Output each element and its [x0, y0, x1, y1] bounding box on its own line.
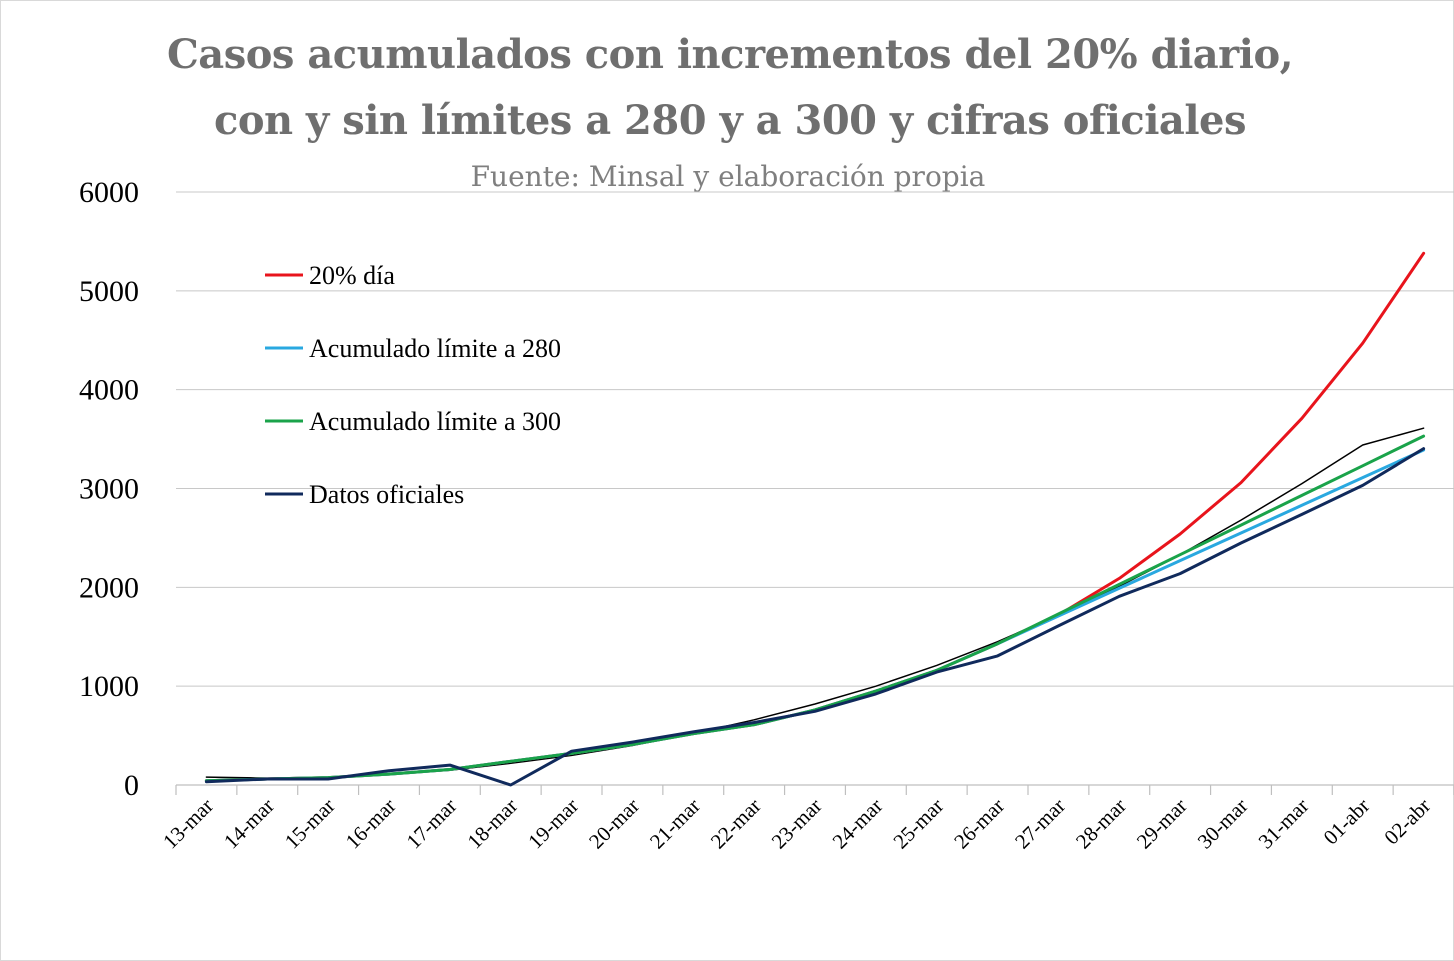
- series-line-datos-oficiales: [204, 447, 1426, 787]
- y-tick-label: 2000: [79, 571, 139, 604]
- x-tick-label: 21-mar: [645, 794, 705, 854]
- x-tick-label: 16-mar: [341, 794, 401, 854]
- legend-label: Acumulado límite a 280: [309, 334, 561, 363]
- x-tick-label: 30-mar: [1193, 794, 1253, 854]
- x-tick-label: 24-mar: [828, 794, 888, 854]
- x-tick-label: 13-mar: [158, 794, 218, 854]
- y-axis-ticks: 0 1000 2000 3000 4000 5000 6000: [79, 176, 139, 802]
- x-tick-label: 14-mar: [219, 794, 279, 854]
- legend-label: Datos oficiales: [309, 480, 464, 509]
- x-tick-label: 17-mar: [402, 794, 462, 854]
- x-tick-label: 18-mar: [462, 794, 522, 854]
- x-tick-label: 29-mar: [1132, 794, 1192, 854]
- legend: 20% día Acumulado límite a 280 Acumulado l…: [265, 261, 561, 509]
- series-line-20%-día: [204, 251, 1426, 783]
- chart-title-line-1: Casos acumulados con incrementos del 20%…: [167, 31, 1293, 78]
- x-tick-label: 19-mar: [523, 794, 583, 854]
- x-axis-ticks: 13-mar 14-mar 15-mar 16-mar 17-mar 18-mar 19-m…: [158, 784, 1454, 854]
- x-tick-label: 27-mar: [1010, 794, 1070, 854]
- x-tick-label: 22-mar: [706, 794, 766, 854]
- x-tick-label: 28-mar: [1071, 794, 1131, 854]
- y-tick-label: 0: [124, 769, 139, 802]
- y-tick-label: 1000: [79, 670, 139, 703]
- x-tick-label: 25-mar: [888, 794, 948, 854]
- gridlines: [176, 191, 1454, 687]
- y-tick-label: 5000: [79, 275, 139, 308]
- x-tick-label: 01-abr: [1319, 794, 1375, 850]
- series-lines: [204, 251, 1426, 787]
- chart-subtitle: Fuente: Minsal y elaboración propia: [471, 160, 986, 193]
- legend-label: Acumulado límite a 300: [309, 407, 561, 436]
- x-tick-label: 15-mar: [280, 794, 340, 854]
- x-tick-label: 23-mar: [767, 794, 827, 854]
- chart-title-line-2: con y sin límites a 280 y a 300 y cifras…: [214, 97, 1246, 144]
- x-tick-label: 02-abr: [1379, 794, 1435, 850]
- x-tick-label: 26-mar: [949, 794, 1009, 854]
- legend-label: 20% día: [309, 261, 395, 290]
- x-tick-label: 31-mar: [1254, 794, 1314, 854]
- y-tick-label: 3000: [79, 473, 139, 506]
- y-tick-label: 6000: [79, 176, 139, 209]
- y-tick-label: 4000: [79, 374, 139, 407]
- x-tick-label: 20-mar: [584, 794, 644, 854]
